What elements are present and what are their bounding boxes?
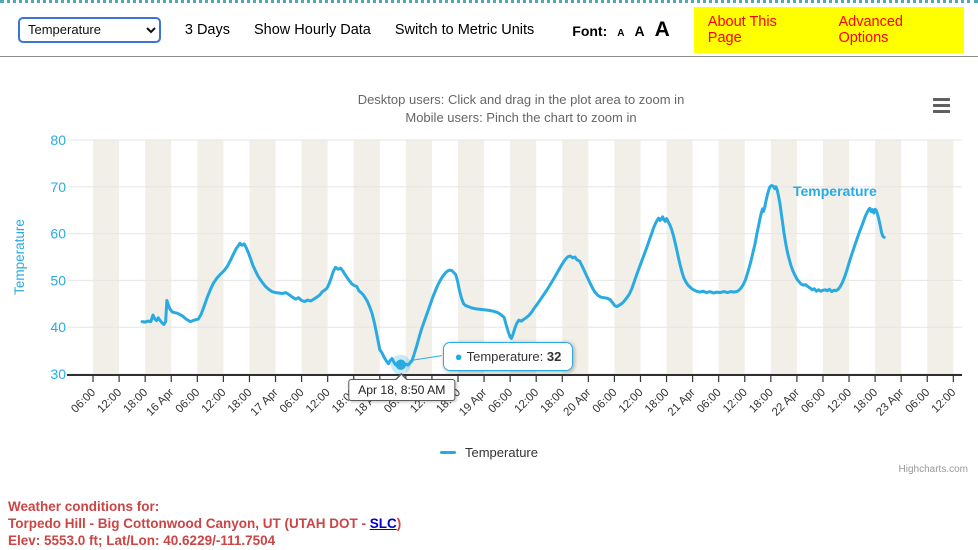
font-size-large-button[interactable]: A <box>654 17 670 41</box>
advanced-options-link[interactable]: Advanced Options <box>838 13 903 46</box>
x-axis-tick-label: 06:00 <box>69 387 98 416</box>
x-axis-tick-label: 06:00 <box>278 387 307 416</box>
day-night-band <box>301 140 328 374</box>
tooltip-connector <box>409 355 442 362</box>
font-size-controls: Font: A A A <box>572 18 670 42</box>
day-night-band <box>249 140 276 374</box>
temperature-chart: 30 40 50 60 70 80 Temperature 06:00 12:00 18:00 16… <box>0 57 978 493</box>
tooltip-series-name: Temperature <box>466 348 540 364</box>
day-night-band <box>770 140 797 374</box>
y-axis-tick-label: 60 <box>50 226 66 242</box>
x-axis-tick-label: 12:00 <box>721 387 750 416</box>
day-night-band <box>927 140 954 374</box>
x-axis-tick-label: 06:00 <box>904 387 933 416</box>
font-size-medium-button[interactable]: A <box>634 22 645 39</box>
highlighted-links: About This Page Advanced Options <box>693 6 964 53</box>
x-axis-tick-label: 22 Apr <box>770 387 802 419</box>
x-axis-tick-label: 12:00 <box>512 387 541 416</box>
font-size-small-button[interactable]: A <box>617 27 625 39</box>
x-axis-tick-label: 20 Apr <box>561 387 593 419</box>
y-axis-tick-label: 70 <box>50 179 66 195</box>
selected-point-marker[interactable] <box>395 359 406 370</box>
temperature-series-line[interactable] <box>140 183 886 368</box>
font-label: Font: <box>572 22 608 39</box>
plot-area[interactable]: 304050607080Temperature06:0012:0018:0016… <box>0 57 978 493</box>
parameter-select[interactable]: Temperature <box>18 16 161 43</box>
series-marker-dot: ● <box>454 348 463 364</box>
slc-link[interactable]: SLC <box>369 516 397 531</box>
y-axis-title: Temperature <box>12 219 27 295</box>
legend-label: Temperature <box>465 445 538 460</box>
day-night-band <box>614 140 641 374</box>
day-night-band <box>93 140 120 374</box>
tooltip-date: Apr 18, 8:50 AM <box>358 383 446 397</box>
x-axis-tick-label: 12:00 <box>930 387 959 416</box>
y-axis-tick-label: 50 <box>50 272 66 288</box>
station-info-line-2: Torpedo Hill - Big Cottonwood Canyon, UT… <box>8 515 978 532</box>
station-info-line-3: Elev: 5553.0 ft; Lat/Lon: 40.6229/-111.7… <box>8 533 276 548</box>
day-night-band <box>718 140 745 374</box>
chart-context-menu-icon[interactable] <box>933 98 950 116</box>
x-axis-tick-label: 12:00 <box>304 387 333 416</box>
highcharts-credit-link[interactable]: Highcharts.com <box>898 464 968 475</box>
day-night-band <box>510 140 537 374</box>
x-axis-tick-label: 12:00 <box>617 387 646 416</box>
about-this-page-link[interactable]: About This Page <box>707 13 777 46</box>
y-axis-tick-label: 30 <box>50 366 66 382</box>
day-night-band <box>197 140 224 374</box>
x-axis-tick-label: 16 Apr <box>144 387 176 419</box>
station-info: Weather conditions for: Torpedo Hill - B… <box>0 493 978 549</box>
switch-metric-units-button[interactable]: Switch to Metric Units <box>394 21 535 38</box>
x-axis-tick-label: 06:00 <box>591 387 620 416</box>
day-night-band <box>875 140 902 374</box>
three-days-button[interactable]: 3 Days <box>184 21 230 38</box>
y-axis-tick-label: 80 <box>50 132 66 148</box>
point-tooltip: ● Temperature: 32 <box>442 341 574 371</box>
y-axis-tick-label: 40 <box>50 319 66 335</box>
day-night-band <box>353 140 380 374</box>
show-hourly-data-button[interactable]: Show Hourly Data <box>254 21 371 38</box>
series-label: Temperature <box>793 183 877 199</box>
tooltip-date-box: Apr 18, 8:50 AM <box>348 373 456 401</box>
legend-item-temperature[interactable]: Temperature <box>0 445 978 460</box>
x-axis-tick-label: 21 Apr <box>666 387 698 419</box>
x-axis-tick-label: 06:00 <box>174 387 203 416</box>
x-axis-tick-label: 12:00 <box>825 387 854 416</box>
x-axis-tick-label: 12:00 <box>200 387 229 416</box>
station-name-suffix: ) <box>396 516 402 531</box>
x-axis-tick-label: 17 Apr <box>249 387 281 419</box>
legend-line-swatch <box>440 451 456 454</box>
toolbar: Temperature 3 Days Show Hourly Data Swit… <box>0 0 978 57</box>
x-axis-tick-label: 23 Apr <box>874 387 906 419</box>
x-axis-tick-label: 12:00 <box>95 387 124 416</box>
day-night-band <box>458 140 485 374</box>
x-axis-tick-label: 06:00 <box>695 387 724 416</box>
day-night-band <box>822 140 850 374</box>
station-name-text: Torpedo Hill - Big Cottonwood Canyon, UT… <box>8 516 370 531</box>
x-axis-tick-label: 06:00 <box>799 387 828 416</box>
tooltip-value: 32 <box>546 348 562 364</box>
day-night-band <box>145 140 172 374</box>
x-axis-tick-label: 19 Apr <box>457 387 489 419</box>
station-info-line-1: Weather conditions for: <box>8 499 160 514</box>
x-axis-tick-label: 06:00 <box>486 387 515 416</box>
